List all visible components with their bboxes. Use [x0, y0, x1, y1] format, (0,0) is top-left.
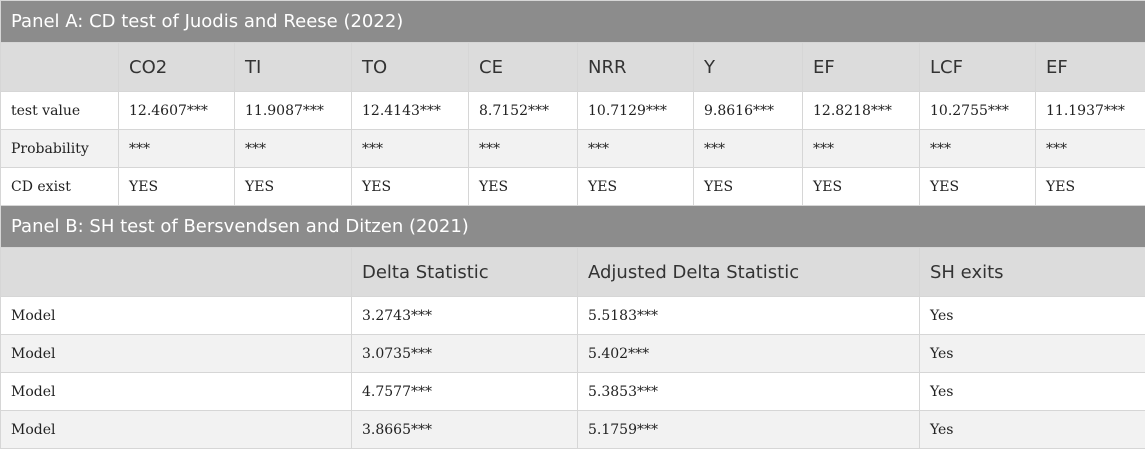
- row-label: test value: [0, 91, 119, 130]
- table-cell: YES: [919, 167, 1036, 206]
- table-cell: 5.1759***: [577, 410, 920, 449]
- panel-a-header-ef: EF: [802, 42, 920, 92]
- panel-b-header-cell: [0, 247, 352, 297]
- table-cell: 12.8218***: [802, 91, 920, 130]
- row-label: Model: [0, 296, 352, 335]
- table-cell: 5.3853***: [577, 372, 920, 411]
- panel-a-header-nrr: NRR: [577, 42, 694, 92]
- table-row: Model 3.2743*** 5.5183*** Yes: [0, 296, 1145, 335]
- table-cell: 11.9087***: [234, 91, 352, 130]
- table-cell: ***: [351, 129, 469, 168]
- panel-a-header-ef-2: EF: [1034, 42, 1145, 92]
- table-cell: 4.7577***: [351, 372, 578, 411]
- table-cell: 3.2743***: [351, 296, 578, 335]
- table-row: Probability *** *** *** *** *** *** *** …: [0, 129, 1145, 168]
- panel-b-header-adjusted-delta: Adjusted Delta Statistic: [577, 247, 920, 297]
- table-cell: 8.7152***: [468, 91, 578, 130]
- table-cell: YES: [693, 167, 803, 206]
- row-label: CD exist: [0, 167, 119, 206]
- table-cell: YES: [468, 167, 578, 206]
- table-cell: YES: [351, 167, 469, 206]
- row-label: Model: [0, 410, 352, 449]
- table-cell: 5.5183***: [577, 296, 920, 335]
- panel-a-title: Panel A: CD test of Juodis and Reese (20…: [0, 0, 1145, 43]
- table-cell: 10.7129***: [577, 91, 694, 130]
- table-cell: 9.8616***: [693, 91, 803, 130]
- table-cell: ***: [802, 129, 920, 168]
- panel-b-title: Panel B: SH test of Bersvendsen and Ditz…: [0, 205, 1145, 248]
- table-cell: ***: [919, 129, 1036, 168]
- table-cell: Yes: [918, 410, 1145, 449]
- table-cell: Yes: [918, 334, 1145, 373]
- table-cell: 10.2755***: [919, 91, 1036, 130]
- row-label: Probability: [0, 129, 119, 168]
- panel-a-header-ti: TI: [234, 42, 352, 92]
- panel-a-title-row: Panel A: CD test of Juodis and Reese (20…: [0, 0, 1145, 43]
- panel-a-header-co2: CO2: [118, 42, 235, 92]
- table-cell: ***: [1034, 129, 1145, 168]
- table-cell: 12.4143***: [351, 91, 469, 130]
- table-row: test value 12.4607*** 11.9087*** 12.4143…: [0, 91, 1145, 130]
- table-cell: YES: [118, 167, 235, 206]
- results-table: Panel A: CD test of Juodis and Reese (20…: [0, 0, 1145, 449]
- table-cell: ***: [577, 129, 694, 168]
- table-cell: Yes: [918, 372, 1145, 411]
- table-row: CD exist YES YES YES YES YES YES YES YES…: [0, 167, 1145, 206]
- panel-b-title-row: Panel B: SH test of Bersvendsen and Ditz…: [0, 205, 1145, 248]
- panel-b-header-row: Delta Statistic Adjusted Delta Statistic…: [0, 247, 1145, 297]
- panel-a-header-row: CO2 TI TO CE NRR Y EF LCF EF: [0, 42, 1145, 92]
- table-cell: 12.4607***: [118, 91, 235, 130]
- row-label: Model: [0, 334, 352, 373]
- table-cell: YES: [234, 167, 352, 206]
- row-label: Model: [0, 372, 352, 411]
- table-cell: 11.1937***: [1034, 91, 1145, 130]
- table-cell: ***: [234, 129, 352, 168]
- table-row: Model 3.8665*** 5.1759*** Yes: [0, 410, 1145, 449]
- table-cell: 5.402***: [577, 334, 920, 373]
- panel-a-header-lcf: LCF: [919, 42, 1036, 92]
- table-cell: 3.8665***: [351, 410, 578, 449]
- table-row: Model 3.0735*** 5.402*** Yes: [0, 334, 1145, 373]
- table-cell: ***: [468, 129, 578, 168]
- table-cell: 3.0735***: [351, 334, 578, 373]
- table-cell: ***: [118, 129, 235, 168]
- panel-b-header-delta: Delta Statistic: [351, 247, 578, 297]
- table-row: Model 4.7577*** 5.3853*** Yes: [0, 372, 1145, 411]
- table-cell: Yes: [918, 296, 1145, 335]
- panel-b-header-sh-exits: SH exits: [918, 247, 1145, 297]
- panel-a-header-ce: CE: [468, 42, 578, 92]
- table-cell: YES: [577, 167, 694, 206]
- panel-a-header-y: Y: [693, 42, 803, 92]
- table-cell: ***: [693, 129, 803, 168]
- table-cell: YES: [802, 167, 920, 206]
- panel-a-header-to: TO: [351, 42, 469, 92]
- panel-a-header-cell: [0, 42, 119, 92]
- table-cell: YES: [1034, 167, 1145, 206]
